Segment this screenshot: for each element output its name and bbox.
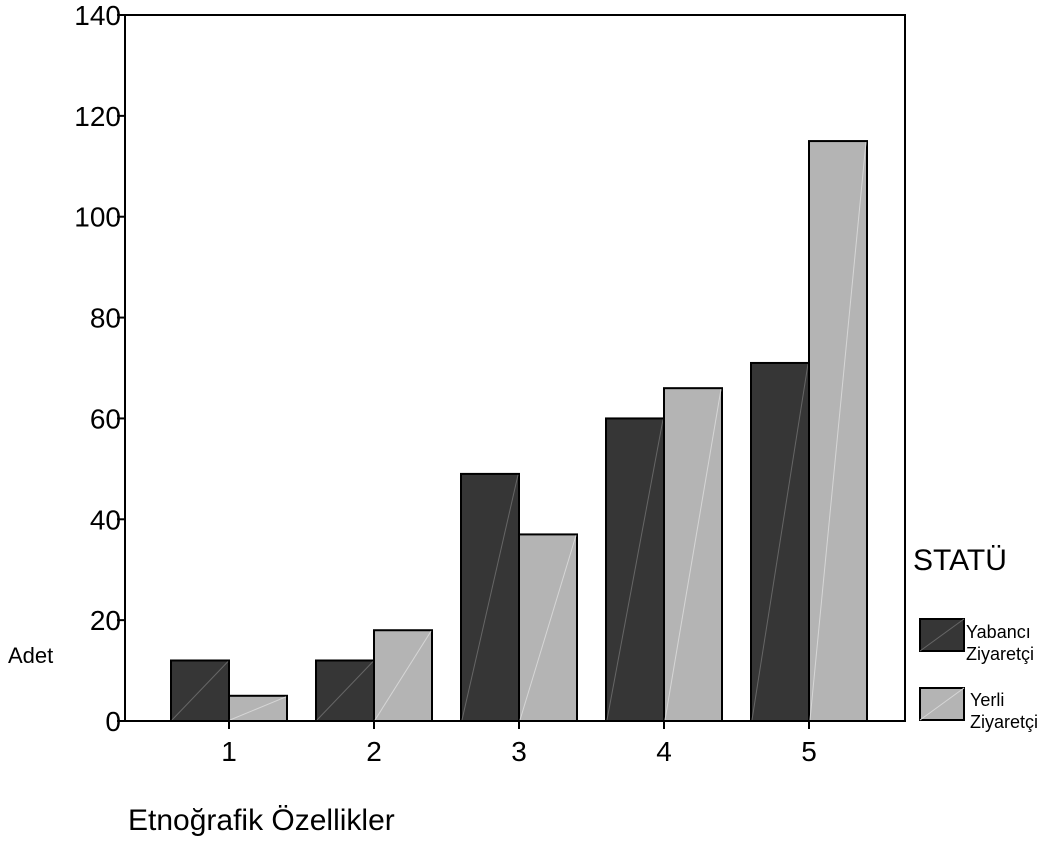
legend-label-yerli-line1: Yerli [970,690,1004,710]
legend-swatch-hatch-yerli [919,687,965,721]
bar-hatch [374,630,432,721]
bars [170,140,868,723]
y-tick-label: 120 [74,101,121,132]
bar-hatch [171,661,229,721]
y-axis-ticks: 0 20 40 60 80 100 120 140 [74,0,125,737]
bar-hatch [229,696,287,721]
legend-item-yerli: Yerli Ziyaretçi [919,687,1038,732]
y-tick-label: 0 [105,706,121,737]
y-tick-label: 140 [74,0,121,31]
bar-hatch [809,142,867,721]
y-axis-label: Adet [8,643,53,668]
legend-title: STATÜ [913,544,1007,577]
plot-frame [124,14,906,722]
y-tick-label: 60 [90,403,121,434]
legend-item-yabanci: Yabancı Ziyaretçi [919,618,1034,664]
x-tick-label: 4 [656,736,672,767]
legend: STATÜ Yabancı Ziyaretçi Yerli Ziyaretçi [913,544,1038,732]
legend-label-yabanci-line1: Yabancı [966,622,1031,642]
x-axis-ticks: 1 2 3 4 5 [221,721,817,767]
y-tick-label: 100 [74,202,121,233]
bar-hatch [751,363,809,721]
y-tick-label: 40 [90,504,121,535]
x-tick-label: 5 [801,736,817,767]
bar-hatch [519,535,577,721]
x-axis-label: Etnoğrafik Özellikler [128,804,395,837]
legend-label-yerli-line2: Ziyaretçi [970,712,1038,732]
legend-swatch-hatch-yabanci [919,618,965,652]
x-tick-label: 2 [366,736,382,767]
bar-hatch [664,389,722,721]
x-tick-label: 1 [221,736,237,767]
bar-hatch [316,661,374,721]
y-tick-label: 20 [90,605,121,636]
x-tick-label: 3 [511,736,527,767]
bar-hatch [461,474,519,721]
bar-hatch [606,419,664,721]
legend-label-yabanci-line2: Ziyaretçi [966,644,1034,664]
y-tick-label: 80 [90,303,121,334]
